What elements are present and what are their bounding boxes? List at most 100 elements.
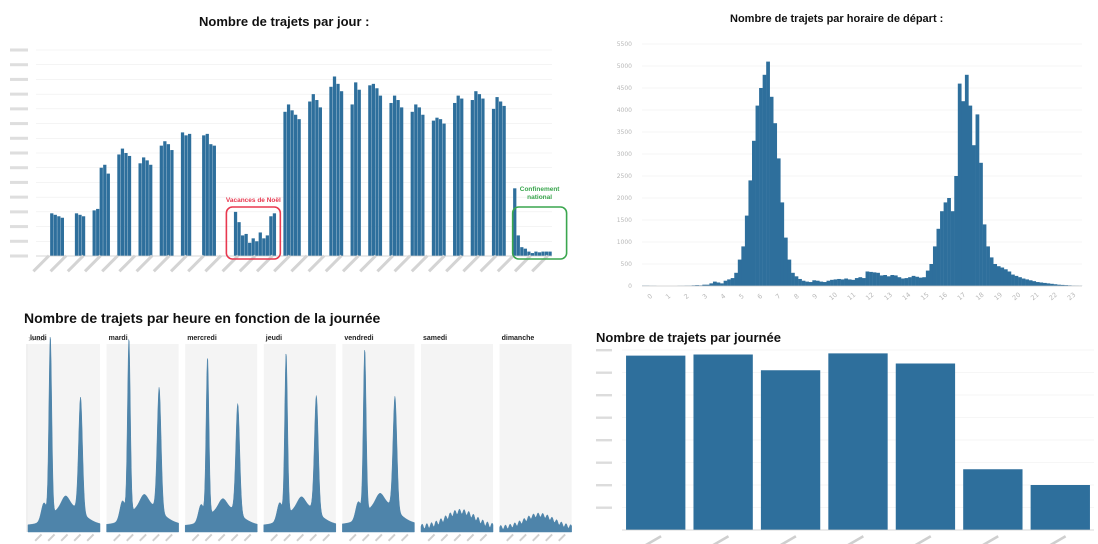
y-tick-label xyxy=(10,48,28,52)
bar xyxy=(233,211,238,256)
bar xyxy=(822,282,827,286)
area-series xyxy=(499,512,572,533)
x-tick-label xyxy=(532,533,540,542)
bar xyxy=(741,246,746,286)
x-tick-label: 15 xyxy=(919,291,930,302)
bar xyxy=(244,233,248,256)
bar xyxy=(516,235,520,256)
x-tick-label xyxy=(290,254,309,273)
x-tick-label xyxy=(440,533,449,542)
bar xyxy=(212,145,216,256)
bar xyxy=(410,111,414,256)
bar xyxy=(57,216,61,256)
x-tick-label xyxy=(341,254,360,273)
bar xyxy=(371,83,376,256)
bar xyxy=(963,469,1023,530)
facet-label: lundi xyxy=(30,335,47,342)
bar xyxy=(290,110,294,256)
bar xyxy=(943,202,948,286)
x-tick-label xyxy=(204,254,223,273)
bar xyxy=(730,278,735,286)
bar xyxy=(940,211,944,286)
bar xyxy=(523,248,527,256)
bar xyxy=(350,104,354,256)
bar xyxy=(876,272,880,286)
x-tick-label xyxy=(66,254,85,273)
x-tick-label: 8 xyxy=(792,292,800,301)
x-tick-label xyxy=(309,533,318,542)
bar xyxy=(773,123,778,286)
facet-label: mercredi xyxy=(187,335,217,342)
x-tick-label xyxy=(204,533,213,542)
x-tick-label xyxy=(86,533,95,542)
bar xyxy=(993,264,998,286)
y-tick-label: 500 xyxy=(621,261,633,268)
x-tick-label: 6 xyxy=(756,292,764,301)
y-tick-label xyxy=(596,484,612,487)
x-tick-label: 13 xyxy=(882,291,893,302)
bar xyxy=(272,213,277,256)
bar xyxy=(720,283,724,286)
bar xyxy=(431,120,436,256)
y-tick-label xyxy=(10,180,28,184)
y-tick-label xyxy=(596,461,612,464)
x-tick-label xyxy=(479,533,488,542)
bar xyxy=(979,162,983,286)
annotation-box xyxy=(511,206,568,260)
bar xyxy=(74,213,79,256)
x-tick-label xyxy=(118,254,137,273)
bar xyxy=(915,276,919,286)
chart-departure-time: Nombre de trajets par horaire de départ … xyxy=(580,0,1098,302)
x-tick-label: 20 xyxy=(1011,291,1022,302)
x-tick-label xyxy=(191,533,200,542)
y-tick-label: 3500 xyxy=(617,129,632,136)
bar xyxy=(808,282,813,286)
bar xyxy=(1028,280,1033,286)
bar xyxy=(1050,283,1054,286)
annotation-label: Vacances de Noël xyxy=(226,197,281,204)
bar xyxy=(1007,271,1012,286)
bar xyxy=(375,88,379,256)
area-series xyxy=(420,508,494,533)
bar xyxy=(527,251,531,256)
bar xyxy=(826,280,831,286)
bar xyxy=(541,251,545,256)
x-tick-label xyxy=(506,533,514,542)
bar xyxy=(368,85,372,256)
x-tick-label xyxy=(519,533,527,542)
chart-title: Nombre de trajets par heure en fonction … xyxy=(24,310,381,326)
x-tick-label xyxy=(221,254,240,273)
x-tick-label xyxy=(73,533,82,542)
x-tick-label xyxy=(531,254,549,273)
bar xyxy=(1060,284,1065,286)
bar xyxy=(893,275,898,286)
x-tick-label xyxy=(980,535,999,544)
y-tick-label: 1500 xyxy=(617,217,632,224)
x-tick-label xyxy=(60,533,69,542)
bar xyxy=(794,276,799,286)
x-tick-label xyxy=(912,535,932,544)
chart-trips-by-weekday: Nombre de trajets par journée xyxy=(580,300,1098,544)
bar xyxy=(187,133,192,256)
y-tick-label xyxy=(10,92,28,96)
bar xyxy=(60,217,64,256)
y-tick-label: 1000 xyxy=(617,239,632,246)
bar xyxy=(918,277,923,286)
bar xyxy=(170,150,174,256)
bar xyxy=(709,283,714,286)
bar xyxy=(534,251,538,256)
bar xyxy=(339,91,344,256)
bar xyxy=(1046,283,1051,286)
bar xyxy=(315,100,319,257)
x-tick-label xyxy=(359,254,377,273)
bar xyxy=(520,247,524,256)
x-tick-label xyxy=(273,254,291,273)
x-tick-label xyxy=(374,533,383,542)
x-tick-label xyxy=(238,254,257,273)
annotation-label: Confinement xyxy=(520,186,561,193)
chart-hourly-by-day: Nombre de trajets par heure en fonction … xyxy=(0,300,580,544)
bar xyxy=(1000,267,1005,286)
x-tick-label: 14 xyxy=(901,291,912,302)
bar xyxy=(180,132,185,256)
bar xyxy=(1053,284,1058,286)
